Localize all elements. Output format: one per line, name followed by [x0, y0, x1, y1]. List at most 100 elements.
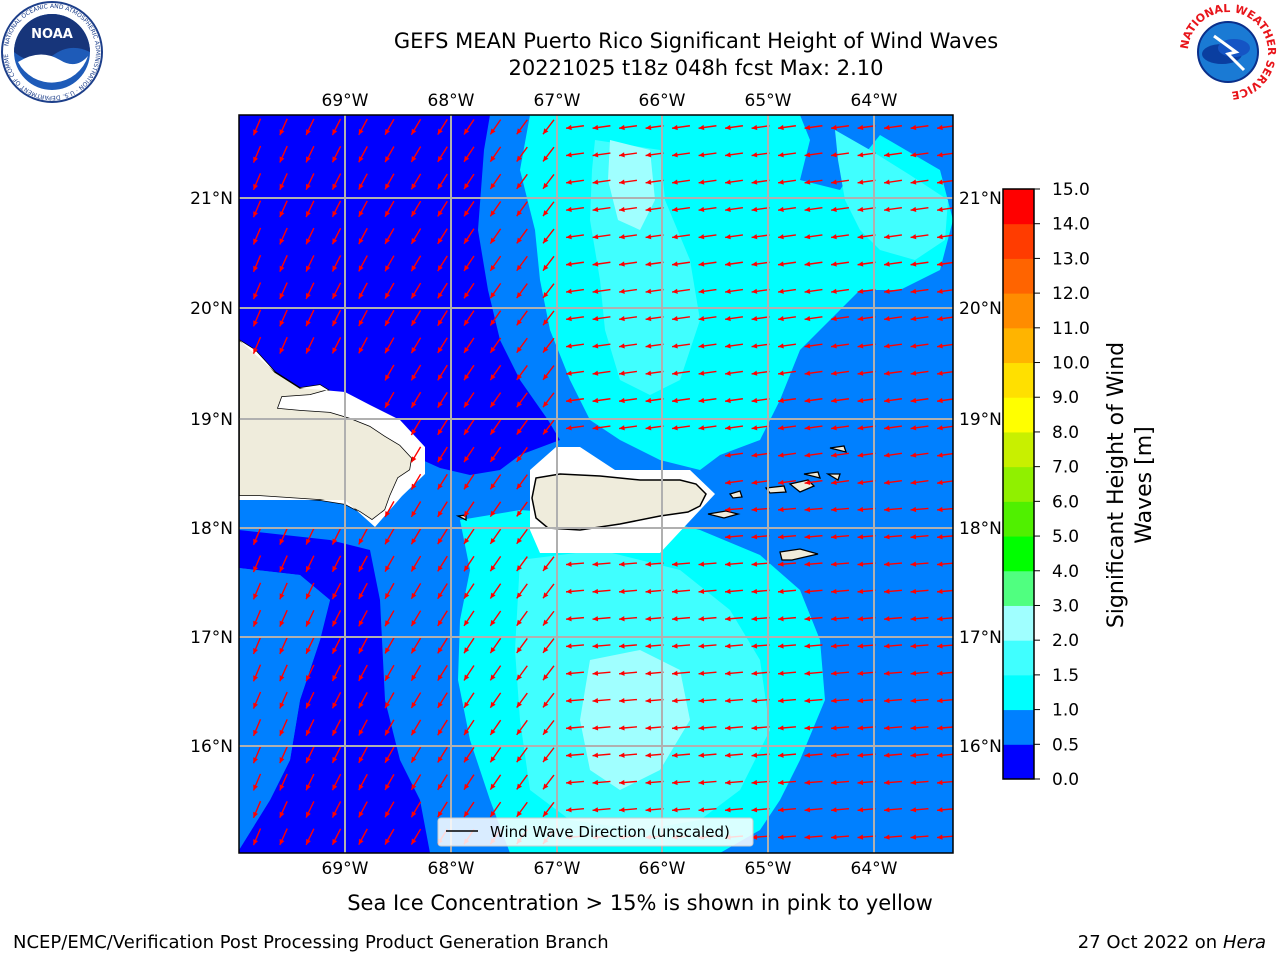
wind-wave-arrowhead: [804, 316, 811, 322]
wind-wave-arrowhead: [464, 701, 470, 708]
colorbar-band: [1003, 327, 1034, 364]
wind-wave-arrowhead: [884, 479, 890, 485]
wind-wave-arrowhead: [437, 620, 443, 627]
colorbar-band: [1003, 466, 1034, 502]
wind-wave-arrowhead: [411, 319, 417, 326]
wind-wave-arrowhead: [543, 292, 549, 298]
wind-wave-arrowhead: [411, 128, 417, 135]
wind-wave-arrowhead: [857, 779, 864, 786]
wind-wave-arrowhead: [645, 234, 652, 240]
wind-wave-arrowhead: [516, 510, 522, 517]
wind-wave-arrowhead: [306, 156, 311, 163]
wind-wave-arrowhead: [645, 397, 652, 404]
lon-label: 67°W: [534, 91, 581, 111]
wind-wave-arrowhead: [831, 425, 837, 431]
wind-wave-arrowhead: [751, 425, 758, 431]
wind-wave-arrowhead: [831, 807, 837, 813]
wind-wave-arrowhead: [725, 425, 731, 431]
wind-wave-arrowhead: [411, 729, 417, 736]
wind-wave-arrowhead: [645, 425, 652, 431]
wind-wave-arrowhead: [490, 237, 496, 244]
wind-wave-arrowhead: [725, 288, 731, 294]
wind-wave-arrowhead: [751, 370, 758, 376]
wind-wave-arrowhead: [358, 647, 364, 654]
wind-wave-arrowhead: [857, 725, 864, 731]
wind-wave-arrowhead: [778, 124, 784, 131]
wind-wave-arrowhead: [516, 210, 522, 217]
wind-wave-arrowhead: [306, 183, 311, 190]
wind-wave-arrowhead: [437, 510, 443, 517]
wind-wave-arrowhead: [464, 483, 470, 490]
wind-wave-arrowhead: [306, 538, 311, 545]
wind-wave-arrowhead: [725, 370, 731, 376]
lon-label: 67°W: [534, 859, 581, 879]
wind-wave-arrowhead: [937, 670, 943, 676]
wind-wave-arrowhead: [751, 452, 758, 458]
wind-wave-arrowhead: [543, 619, 549, 626]
wind-wave-arrowhead: [358, 811, 364, 818]
wind-wave-arrowhead: [385, 647, 390, 654]
wind-wave-arrowhead: [937, 479, 943, 485]
wind-wave-arrowhead: [332, 347, 338, 354]
wind-wave-arrowhead: [566, 397, 572, 404]
wind-wave-arrowhead: [332, 129, 338, 136]
wind-wave-arrowhead: [543, 182, 549, 189]
wind-wave-arrowhead: [516, 756, 522, 763]
wind-wave-arrowhead: [725, 725, 731, 731]
wind-wave-arrowhead: [937, 397, 943, 404]
wind-wave-arrowhead: [358, 838, 364, 845]
wind-wave-arrowhead: [645, 725, 652, 731]
wind-wave-arrowhead: [831, 152, 837, 158]
wind-wave-arrowhead: [910, 206, 917, 212]
wind-wave-arrowhead: [332, 238, 338, 245]
wind-wave-arrowhead: [516, 647, 522, 653]
wind-wave-arrowhead: [358, 265, 364, 272]
wind-wave-arrowhead: [619, 725, 625, 731]
wind-wave-arrowhead: [332, 756, 338, 763]
wind-wave-arrowhead: [672, 725, 678, 731]
wind-wave-arrowhead: [385, 401, 390, 408]
wind-wave-arrowhead: [592, 124, 599, 131]
wind-wave-arrowhead: [464, 374, 470, 381]
lat-labels-left: 21°N 20°N 19°N 18°N 17°N 16°N: [190, 189, 233, 757]
wave-band-1.5-2-northeast: [835, 130, 948, 260]
colorbar-label-line1: Significant Height of Wind: [1104, 342, 1129, 628]
wind-wave-arrowhead: [831, 698, 837, 704]
wind-wave-arrowhead: [778, 834, 784, 840]
wind-wave-arrowhead: [884, 124, 890, 131]
wind-wave-arrowhead: [831, 370, 837, 376]
wind-wave-arrowhead: [910, 588, 917, 595]
wind-wave-arrowhead: [778, 288, 784, 294]
wind-wave-arrowhead: [566, 124, 572, 131]
wind-wave-arrowhead: [279, 647, 285, 654]
wind-wave-arrowhead: [516, 292, 522, 299]
wind-wave-arrowhead: [592, 152, 599, 158]
wind-wave-arrowhead: [804, 670, 811, 676]
wind-wave-arrowhead: [566, 152, 572, 158]
wind-wave-arrowhead: [645, 179, 652, 185]
wind-wave-arrowhead: [306, 565, 311, 572]
wind-wave-arrowhead: [279, 320, 285, 327]
wind-wave-arrowhead: [253, 320, 259, 327]
wind-wave-arrowhead: [751, 343, 758, 349]
wind-wave-arrowhead: [306, 320, 311, 327]
wind-wave-arrowhead: [464, 674, 470, 681]
colorbar-band: [1003, 501, 1034, 537]
wind-wave-arrowhead: [516, 374, 522, 380]
wind-wave-arrowhead: [937, 179, 943, 185]
wind-wave-arrowhead: [751, 397, 758, 404]
wind-wave-arrowhead: [516, 428, 522, 435]
wind-wave-arrowhead: [672, 343, 678, 349]
colorbar-band: [1003, 536, 1034, 572]
wind-wave-arrowhead: [437, 811, 443, 818]
wind-wave-arrowhead: [358, 674, 364, 681]
wind-wave-arrowhead: [937, 288, 943, 294]
wind-wave-arrowhead: [725, 316, 731, 322]
wind-wave-arrowhead: [778, 506, 784, 513]
wind-wave-arrowhead: [385, 702, 390, 709]
colorbar-band: [1003, 189, 1034, 225]
wind-wave-arrowhead: [490, 456, 496, 462]
wind-wave-arrowhead: [831, 725, 837, 731]
wind-wave-arrowhead: [672, 124, 678, 131]
wind-wave-arrowhead: [516, 728, 522, 735]
